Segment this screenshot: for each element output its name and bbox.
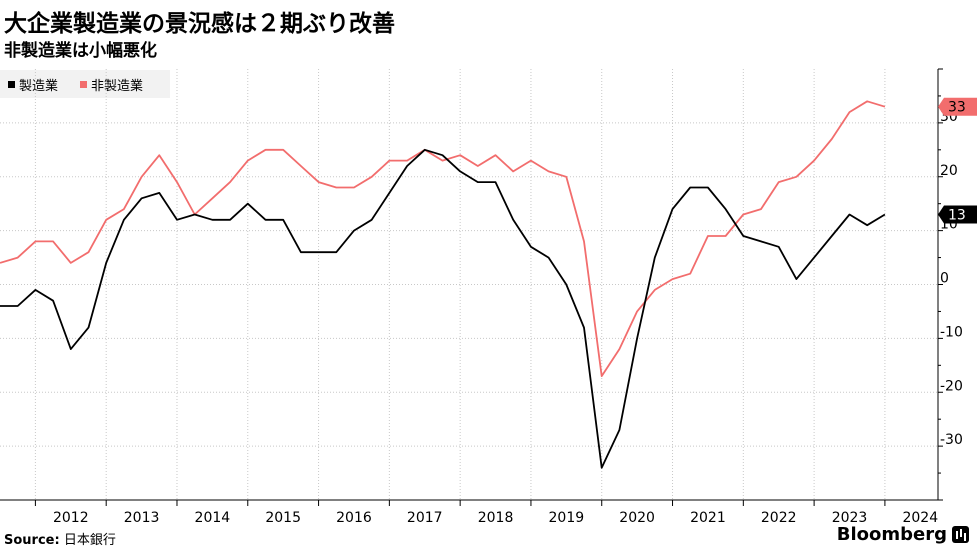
source-label: Source: bbox=[4, 533, 60, 548]
x-tick-label: 2020 bbox=[619, 510, 655, 526]
y-tick-label: 20 bbox=[940, 163, 958, 179]
x-tick-label: 2021 bbox=[690, 510, 726, 526]
bloomberg-logo-icon bbox=[952, 526, 969, 543]
chart-subtitle: 非製造業は小幅悪化 bbox=[4, 41, 157, 61]
x-tick-label: 2018 bbox=[478, 510, 514, 526]
y-tick-label: -20 bbox=[940, 378, 963, 394]
source-note: Source: 日本銀行 bbox=[4, 529, 116, 548]
brand-name: Bloomberg bbox=[836, 524, 947, 545]
legend-swatch-non-manufacturing bbox=[80, 80, 88, 88]
x-tick-label: 2016 bbox=[336, 510, 372, 526]
x-tick-label: 2019 bbox=[549, 510, 585, 526]
x-tick-label: 2014 bbox=[195, 510, 231, 526]
last-value-badge bbox=[938, 205, 977, 224]
x-tick-label: 2015 bbox=[265, 510, 301, 526]
last-value-label-non-manufacturing: 33 bbox=[938, 97, 977, 116]
x-tick-label: 2013 bbox=[124, 510, 160, 526]
last-value-label-manufacturing: 13 bbox=[938, 205, 977, 224]
x-tick-label: 2023 bbox=[832, 510, 868, 526]
legend: 製造業 非製造業 bbox=[0, 70, 170, 98]
y-tick-label: 0 bbox=[940, 271, 949, 287]
series-line-non-manufacturing bbox=[0, 100, 886, 378]
x-tick-label: 2024 bbox=[902, 510, 938, 526]
brand: Bloomberg bbox=[837, 524, 969, 545]
last-value-text: 13 bbox=[948, 207, 966, 223]
chart-title: 大企業製造業の景況感は２期ぶり改善 bbox=[4, 11, 395, 37]
last-value-badge bbox=[938, 97, 977, 116]
legend-item-manufacturing: 製造業 bbox=[8, 75, 58, 94]
legend-label-manufacturing: 製造業 bbox=[19, 78, 59, 94]
x-tick-label: 2017 bbox=[407, 510, 443, 526]
legend-swatch-manufacturing bbox=[8, 80, 15, 88]
y-tick-label: -10 bbox=[940, 324, 963, 340]
source-value: 日本銀行 bbox=[63, 533, 116, 548]
x-tick-label: 2022 bbox=[761, 510, 797, 526]
series-line-manufacturing bbox=[0, 148, 886, 469]
x-tick-label: 2012 bbox=[53, 510, 89, 526]
legend-label-non-manufacturing: 非製造業 bbox=[91, 78, 144, 94]
legend-item-non-manufacturing: 非製造業 bbox=[80, 75, 143, 94]
last-value-text: 33 bbox=[948, 100, 966, 116]
y-tick-label: -30 bbox=[940, 432, 963, 448]
